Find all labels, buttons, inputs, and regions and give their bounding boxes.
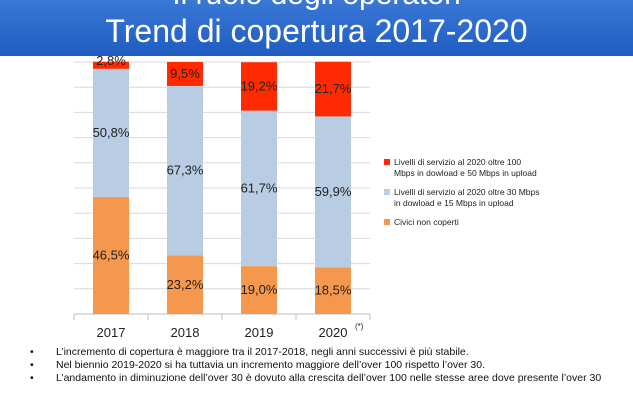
- note-text: L’incremento di copertura è maggiore tra…: [56, 346, 469, 358]
- stacked-bar-chart: 46,5% 50,8% 2,8% 2017 23,2% 67,3% 9,5% 2018 19,0…: [73, 56, 371, 340]
- bar-segment: [315, 116, 351, 268]
- bullet-dot: •: [30, 346, 34, 358]
- category-label: 2020: [319, 325, 348, 340]
- bar-segment: [167, 255, 203, 314]
- legend-item: Livelli di servizio al 2020 oltre 30 Mbp…: [384, 187, 544, 209]
- bar-segment: [241, 62, 277, 111]
- bar-value-label: 59,9%: [315, 184, 352, 199]
- bar-value-label: 61,7%: [241, 180, 278, 195]
- bullet-dot: •: [30, 359, 34, 371]
- title-banner: Il ruolo degli operatori Trend di copert…: [0, 0, 633, 56]
- page-title: Trend di copertura 2017-2020: [105, 13, 528, 49]
- note-item: • L’incremento di copertura è maggiore tr…: [30, 346, 610, 359]
- bar-value-label: 46,5%: [93, 247, 130, 262]
- bar-value-label: 19,0%: [241, 282, 278, 297]
- bar-segment: [167, 85, 203, 256]
- bar-segment: [241, 110, 277, 267]
- legend-label: Civici non coperti: [394, 217, 459, 227]
- legend-item: Civici non coperti: [384, 217, 544, 228]
- bar-value-label: 50,8%: [93, 125, 130, 140]
- note-text: Nel biennio 2019-2020 si ha tuttavia un …: [56, 359, 486, 371]
- legend-swatch: [384, 219, 390, 225]
- legend-label: Livelli di servizio al 2020 oltre 30 Mbp…: [394, 187, 540, 197]
- bar-value-label: 2,8%: [96, 56, 126, 68]
- note-item: • Nel biennio 2019-2020 si ha tuttavia un…: [30, 359, 610, 372]
- bar-segment: [93, 68, 129, 197]
- bullet-dot: •: [30, 372, 34, 384]
- bar-value-label: 18,5%: [315, 283, 352, 298]
- bar-value-label: 23,2%: [167, 277, 204, 292]
- bar-segment: [93, 61, 129, 69]
- legend-swatch: [384, 159, 390, 165]
- bar-value-label: 9,5%: [170, 66, 200, 81]
- chart-legend: Livelli di servizio al 2020 oltre 100 Mbp…: [384, 157, 544, 236]
- legend-label: Mbps in dowload e 50 Mbps in upload: [394, 168, 537, 178]
- bar-segment: [315, 61, 351, 117]
- bar-value-label: 67,3%: [167, 163, 204, 178]
- bar-segment: [167, 62, 203, 86]
- category-footnote-mark: (*): [355, 322, 364, 331]
- bar-value-label: 19,2%: [241, 78, 278, 93]
- legend-label: Livelli di servizio al 2020 oltre 100: [394, 157, 522, 167]
- legend-swatch: [384, 189, 390, 195]
- category-label: 2019: [245, 325, 274, 340]
- category-label: 2017: [97, 325, 126, 340]
- bar-value-label: 21,7%: [315, 81, 352, 96]
- title-line-1: Il ruolo degli operatori: [0, 0, 633, 12]
- bar-segment: [315, 267, 351, 314]
- category-label: 2018: [171, 325, 200, 340]
- note-item: • L’andamento in diminuzione dell’over 30…: [30, 372, 610, 385]
- note-text: L’andamento in diminuzione dell’over 30 …: [56, 372, 602, 384]
- legend-item: Livelli di servizio al 2020 oltre 100 Mbp…: [384, 157, 544, 179]
- bar-segment: [93, 196, 129, 314]
- notes-list: • L’incremento di copertura è maggiore tr…: [30, 346, 610, 385]
- legend-label: in dowload e 15 Mbps in upload: [394, 198, 514, 208]
- bar-segment: [241, 266, 277, 314]
